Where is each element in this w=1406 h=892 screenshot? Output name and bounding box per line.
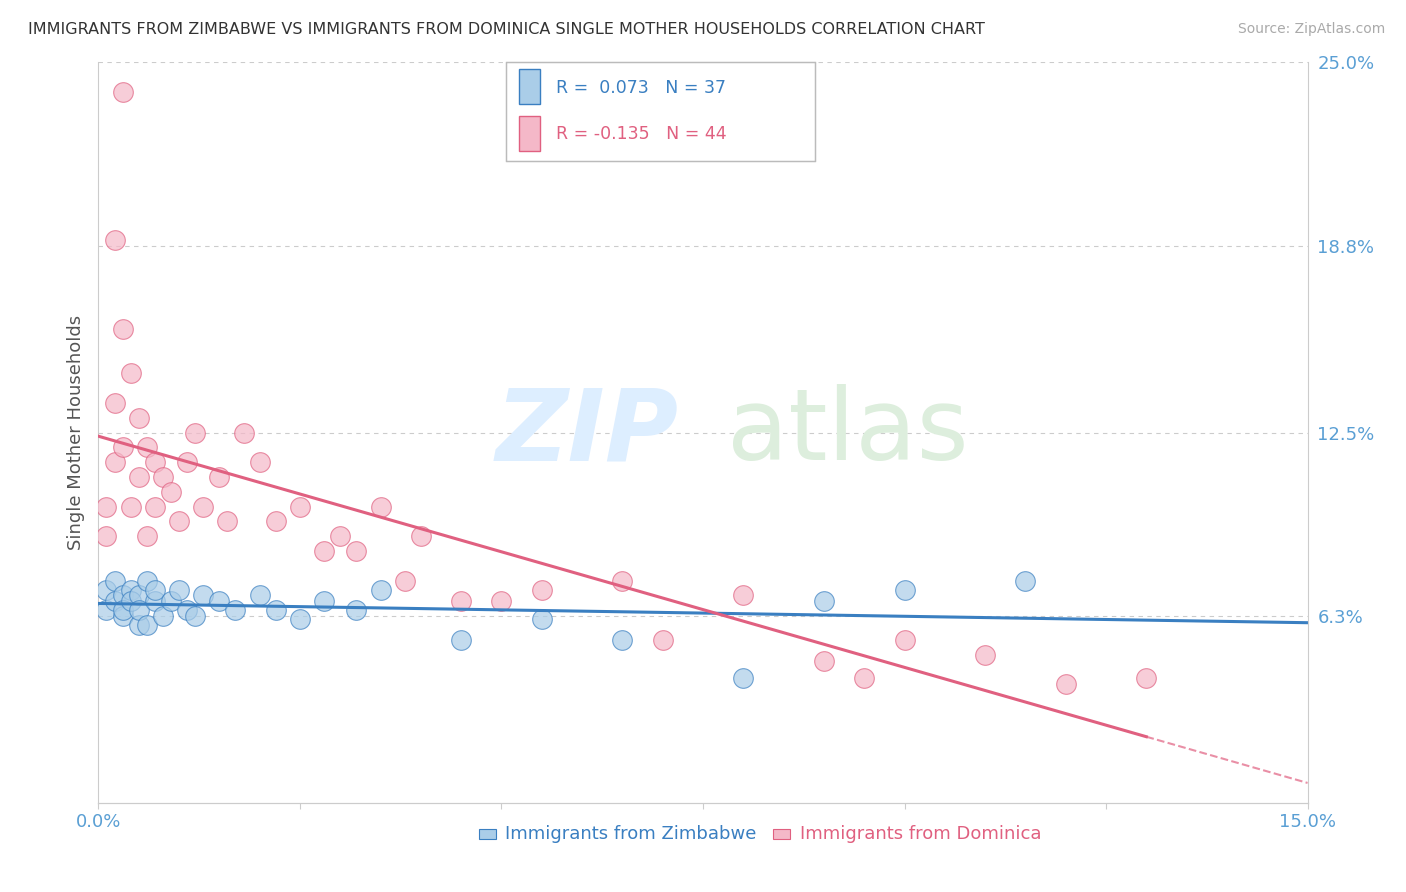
Point [530, 612, 553, 626]
Point [1135, 672, 1157, 686]
Point [651, 632, 673, 647]
Point [217, 515, 239, 529]
Point [96, 529, 118, 543]
Point [135, 574, 157, 588]
Point [184, 609, 207, 624]
Point [612, 632, 634, 647]
Point [176, 603, 198, 617]
Point [733, 672, 755, 686]
Point [96, 582, 118, 597]
Point [450, 632, 472, 647]
Point [135, 529, 157, 543]
Point [314, 594, 336, 608]
Point [208, 470, 231, 484]
Point [893, 632, 915, 647]
Point [974, 648, 997, 662]
Point [249, 455, 271, 469]
Point [143, 455, 166, 469]
Text: Immigrants from Dominica: Immigrants from Dominica [800, 825, 1042, 843]
Point [329, 529, 352, 543]
Point [111, 609, 134, 624]
Point [530, 582, 553, 597]
Point [160, 484, 183, 499]
Point [1054, 677, 1077, 691]
Text: atlas: atlas [727, 384, 969, 481]
Text: Immigrants from Zimbabwe: Immigrants from Zimbabwe [506, 825, 756, 843]
Point [135, 441, 157, 455]
Point [103, 594, 125, 608]
Point [1014, 574, 1036, 588]
Point [733, 589, 755, 603]
Point [128, 618, 150, 632]
Point [288, 612, 311, 626]
Point [111, 603, 134, 617]
Point [394, 574, 416, 588]
Point [813, 594, 835, 608]
Point [224, 603, 246, 617]
Point [160, 594, 183, 608]
Point [143, 582, 166, 597]
Point [103, 455, 125, 469]
Point [128, 603, 150, 617]
Point [450, 594, 472, 608]
Point [176, 455, 198, 469]
Point [128, 410, 150, 425]
Point [103, 396, 125, 410]
Point [111, 85, 134, 99]
Point [120, 367, 142, 381]
Point [103, 233, 125, 247]
Point [344, 544, 367, 558]
Point [111, 589, 134, 603]
Point [120, 594, 142, 608]
Point [143, 594, 166, 608]
Point [893, 582, 915, 597]
Point [143, 500, 166, 514]
Point [344, 603, 367, 617]
Point [232, 425, 254, 440]
Point [193, 500, 215, 514]
FancyBboxPatch shape [519, 117, 540, 151]
Text: ZIP: ZIP [496, 384, 679, 481]
Point [853, 672, 876, 686]
Point [491, 594, 513, 608]
Point [249, 589, 271, 603]
Point [167, 515, 190, 529]
Point [167, 582, 190, 597]
Point [152, 609, 174, 624]
Point [152, 470, 174, 484]
Point [111, 441, 134, 455]
Point [103, 574, 125, 588]
Point [612, 574, 634, 588]
Point [120, 582, 142, 597]
Point [264, 603, 287, 617]
FancyBboxPatch shape [519, 70, 540, 103]
Point [208, 594, 231, 608]
Point [128, 470, 150, 484]
Point [120, 500, 142, 514]
Point [184, 425, 207, 440]
Text: R = -0.135   N = 44: R = -0.135 N = 44 [555, 125, 727, 143]
Point [409, 529, 432, 543]
Point [96, 500, 118, 514]
Point [370, 582, 392, 597]
Point [370, 500, 392, 514]
Point [264, 515, 287, 529]
Text: IMMIGRANTS FROM ZIMBABWE VS IMMIGRANTS FROM DOMINICA SINGLE MOTHER HOUSEHOLDS CO: IMMIGRANTS FROM ZIMBABWE VS IMMIGRANTS F… [28, 22, 986, 37]
Point [314, 544, 336, 558]
Point [813, 654, 835, 668]
Point [193, 589, 215, 603]
Point [96, 603, 118, 617]
Point [135, 618, 157, 632]
Text: R =  0.073   N = 37: R = 0.073 N = 37 [555, 79, 725, 97]
Text: Source: ZipAtlas.com: Source: ZipAtlas.com [1237, 22, 1385, 37]
Point [288, 500, 311, 514]
Point [111, 322, 134, 336]
Y-axis label: Single Mother Households: Single Mother Households [66, 315, 84, 550]
Point [128, 589, 150, 603]
